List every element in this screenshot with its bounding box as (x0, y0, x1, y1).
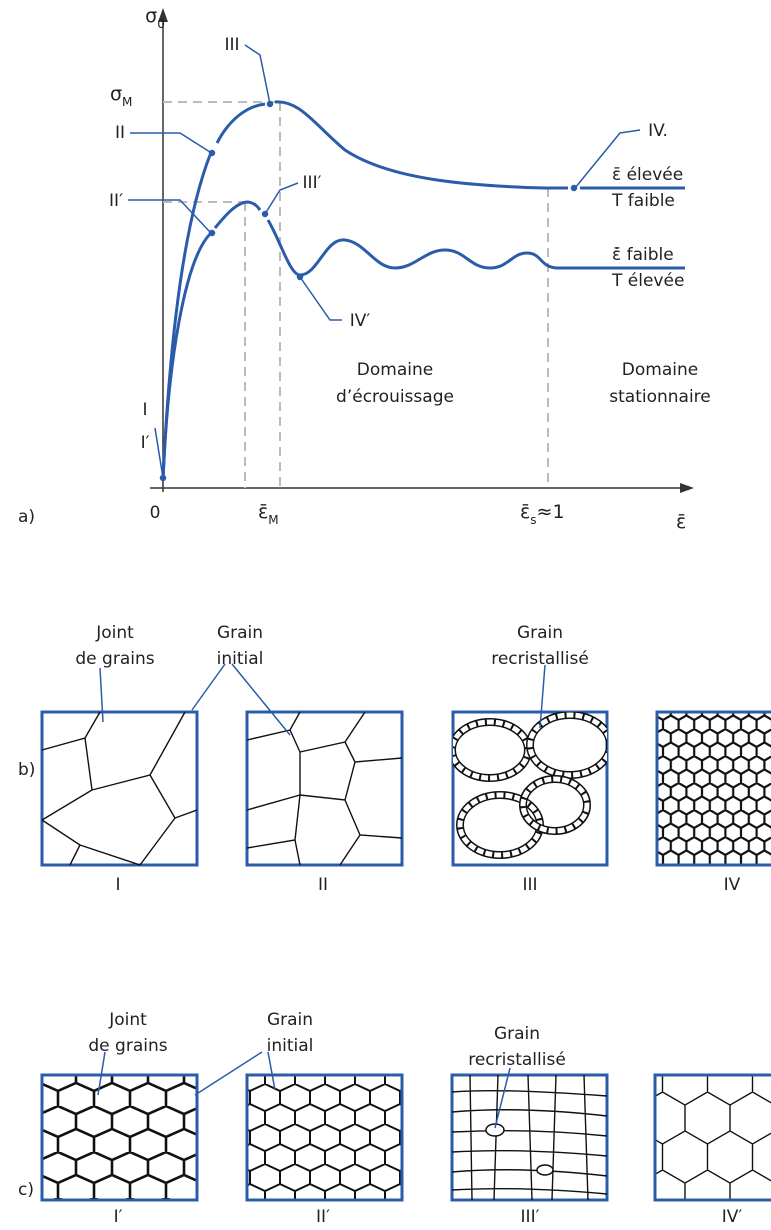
curve-label: ε̇̄ faible (612, 245, 674, 265)
panel-c: Joint de grains Grain initial Grain recr… (18, 1010, 771, 1227)
y-axis-label: σ0 (145, 5, 165, 31)
callout: recristallisé (468, 1050, 566, 1070)
curve-label: T élevée (611, 271, 684, 291)
caption: I′ (114, 1207, 123, 1227)
point-label: I′ (141, 433, 150, 453)
text: M (122, 95, 132, 109)
text: M (268, 513, 278, 527)
callout: Grain (217, 623, 263, 643)
origin-label: 0 (150, 503, 161, 523)
caption: IV′ (722, 1207, 743, 1227)
panel-label: c) (18, 1180, 34, 1200)
text: σ (145, 5, 157, 27)
sigma-max: σM (110, 83, 132, 109)
callout: initial (217, 649, 264, 669)
x-axis-label: ε̄ (676, 511, 686, 533)
caption: II (318, 875, 328, 895)
point-label: II (115, 123, 125, 143)
callout: Joint (95, 623, 134, 643)
text: 0 (157, 17, 165, 31)
eps-max-label: ε̄M (258, 501, 279, 527)
callout: initial (267, 1036, 314, 1056)
callout: Grain (494, 1024, 540, 1044)
text: σ (110, 83, 122, 105)
panel-label: a) (18, 507, 35, 527)
caption: IV (724, 875, 741, 895)
eps-s-label: ε̄s≈1 (520, 501, 565, 527)
panel-label: b) (18, 760, 35, 780)
domain-label: Domaine (622, 360, 698, 380)
text: ε̄ (258, 501, 268, 523)
domain-label: d’écrouissage (336, 387, 454, 407)
figure: σ0 σM I I′ II II′ III III′ IV. IV′ ε̄ él… (0, 0, 771, 1230)
callout: de grains (88, 1036, 167, 1056)
panel-a: σ0 σM I I′ II II′ III III′ IV. IV′ ε̄ él… (18, 5, 711, 533)
point-label: III′ (303, 173, 322, 193)
caption: III (522, 875, 537, 895)
domain-label: stationnaire (609, 387, 711, 407)
callout: Joint (108, 1010, 147, 1030)
callout: recristallisé (491, 649, 589, 669)
caption: III′ (521, 1207, 540, 1227)
text: ε̄ (520, 501, 530, 523)
caption: II′ (316, 1207, 330, 1227)
callout: Grain (267, 1010, 313, 1030)
domain-label: Domaine (357, 360, 433, 380)
point-label: I (142, 400, 147, 420)
point-label: IV′ (350, 311, 371, 331)
panel-b: Joint de grains Grain initial Grain recr… (18, 623, 771, 895)
callout: de grains (75, 649, 154, 669)
point-label: II′ (109, 191, 123, 211)
caption: I (115, 875, 120, 895)
curve-label: ε̄ élevée (612, 165, 683, 185)
point-label: IV. (648, 121, 668, 141)
text: ≈1 (537, 501, 565, 523)
curve-label: T faible (611, 191, 675, 211)
point-label: III (224, 35, 239, 55)
callout: Grain (517, 623, 563, 643)
